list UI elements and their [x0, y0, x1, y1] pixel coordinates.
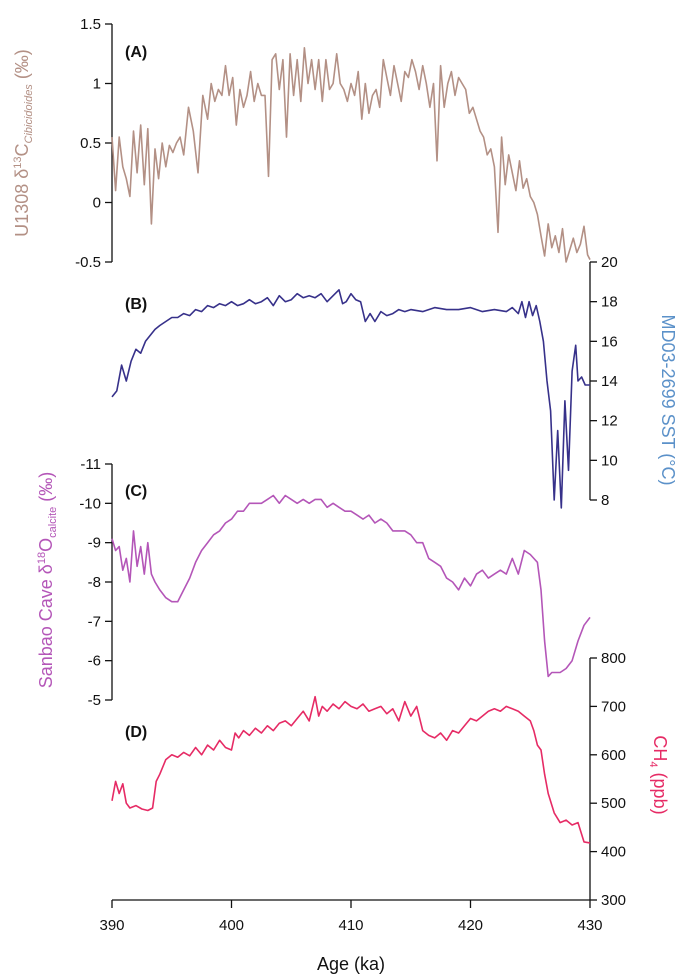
panel-a-y-title-sup: 13 [12, 157, 24, 169]
panel-c-ytick-label: -5 [88, 692, 101, 709]
panel-d-ytick-label: 300 [601, 892, 626, 909]
panel-b-ytick-label: 20 [601, 254, 618, 271]
panel-a-label: (A) [125, 44, 147, 61]
panel-c-ytick-label: -8 [88, 574, 101, 591]
panel-b-ytick-label: 16 [601, 333, 618, 350]
panel-d-ytick-label: 400 [601, 844, 626, 861]
panel-b-label: (B) [125, 296, 147, 313]
panel-d-y-ticks: 800 700 600 500 400 300 [590, 650, 626, 909]
panel-d-label: (D) [125, 724, 147, 741]
panel-b-ytick-label: 14 [601, 373, 618, 390]
x-axis-tick-label: 410 [338, 917, 363, 934]
x-axis-tick-label: 400 [219, 917, 244, 934]
panel-c-y-title-sub: calcite [47, 507, 59, 538]
panel-a-y-axis-title: U1308 δ13CCibicidoides (‰) [12, 49, 35, 237]
panel-c-y-title-after: O [36, 538, 56, 552]
panel-b-y-ticks: 20 18 16 14 12 10 8 [590, 254, 618, 509]
panel-a-ytick-label: 1.5 [80, 16, 101, 33]
panel-d-ytick-label: 500 [601, 795, 626, 812]
panel-d-y-axis-title: CH4 (ppb) [647, 735, 670, 814]
panel-a-ytick-label: -0.5 [75, 254, 101, 271]
panel-c-ytick-label: -6 [88, 653, 101, 670]
panel-b-ytick-label: 18 [601, 294, 618, 311]
panel-d: 800 700 600 500 400 300 (D) CH4 (ppb) [111, 650, 670, 909]
panel-b-y-axis-title: MD03-2699 SST (°C) [658, 315, 675, 486]
panel-a-series-line [111, 47, 591, 263]
panel-c: -11 -10 -9 -8 -7 -6 -5 (C) Sanbao Cave δ18Ocal… [36, 456, 591, 709]
panel-a-y-title-main: U1308 δ [12, 169, 32, 237]
panel-d-ytick-label: 800 [601, 650, 626, 667]
panel-a-y-title-unit: (‰) [12, 49, 32, 84]
panel-c-label: (C) [125, 483, 147, 500]
panel-d-y-title-unit: (ppb) [650, 768, 670, 815]
x-axis-tick-label: 420 [458, 917, 483, 934]
panel-b-ytick-label: 10 [601, 452, 618, 469]
panel-d-ytick-label: 600 [601, 747, 626, 764]
x-axis: 390 400 410 420 430 Age (ka) [99, 899, 603, 974]
panel-b-ytick-label: 12 [601, 413, 618, 430]
panel-c-y-title-main: Sanbao Cave δ [36, 564, 56, 688]
panel-c-series-line [111, 494, 591, 678]
panel-c-ytick-label: -10 [79, 495, 101, 512]
x-axis-tick-label: 430 [577, 917, 602, 934]
panel-c-ytick-label: -7 [88, 613, 101, 630]
panel-a-ytick-label: 0 [93, 195, 101, 212]
panel-b: 20 18 16 14 12 10 8 (B) MD03-2699 SST (°C) [111, 254, 675, 509]
x-axis-tick-label: 390 [99, 917, 124, 934]
panel-d-ytick-label: 700 [601, 698, 626, 715]
panel-d-y-title-sub: 4 [647, 761, 659, 767]
panel-a-ytick-label: 1 [93, 76, 101, 93]
panel-a-y-ticks: 1.5 1 0.5 0 -0.5 [75, 16, 112, 271]
panel-c-ytick-label: -9 [88, 535, 101, 552]
panel-a: 1.5 1 0.5 0 -0.5 (A) U1308 δ13CCibicidoides … [12, 16, 591, 271]
panel-c-y-axis-title: Sanbao Cave δ18Ocalcite (‰) [36, 472, 59, 689]
panel-a-y-title-sub: Cibicidoides [23, 84, 35, 144]
panel-d-y-title-main: CH [650, 735, 670, 761]
panel-a-ytick-label: 0.5 [80, 135, 101, 152]
panel-c-y-title-sup: 18 [36, 552, 48, 564]
panel-a-y-title-after: C [12, 144, 32, 157]
panel-b-ytick-label: 8 [601, 492, 609, 509]
panel-d-series-line [111, 695, 591, 844]
x-axis-ticks: 390 400 410 420 430 [99, 900, 603, 934]
x-axis-title: Age (ka) [317, 954, 385, 974]
panel-c-y-title-unit: (‰) [36, 472, 56, 507]
panel-c-ytick-label: -11 [80, 456, 101, 473]
panel-c-y-ticks: -11 -10 -9 -8 -7 -6 -5 [79, 456, 112, 709]
panel-b-series-line [111, 289, 590, 509]
